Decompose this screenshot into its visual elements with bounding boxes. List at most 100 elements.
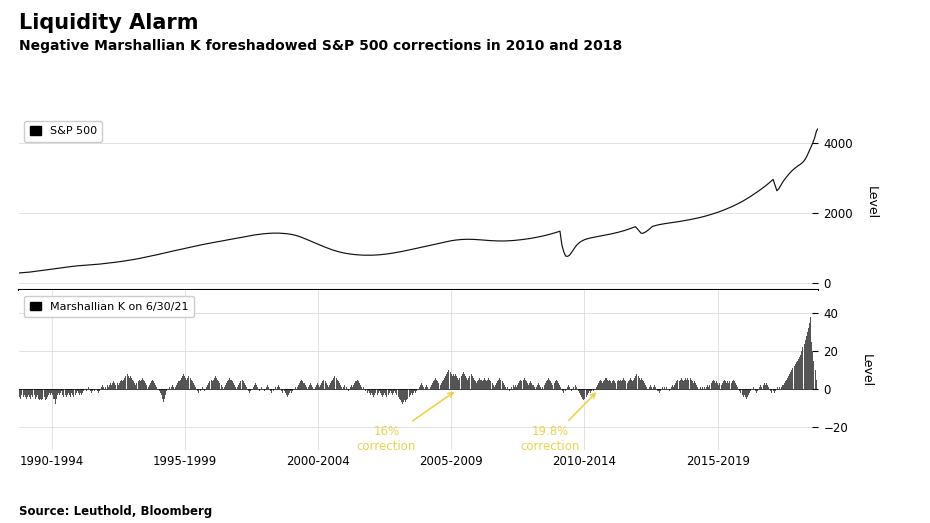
Bar (298, 385, 299, 389)
Bar (250, 389, 251, 391)
Bar (777, 387, 778, 389)
Bar (545, 383, 546, 389)
Bar (482, 381, 483, 389)
Bar (682, 380, 683, 389)
Bar (640, 380, 641, 389)
Bar (675, 383, 676, 389)
Bar (388, 389, 389, 395)
Bar (464, 374, 465, 389)
Bar (320, 385, 321, 389)
Bar (533, 385, 534, 389)
Bar (610, 381, 611, 389)
Bar (305, 385, 306, 389)
Bar (729, 381, 730, 389)
Bar (259, 389, 260, 391)
Bar (277, 387, 278, 389)
Bar (784, 383, 785, 389)
Bar (522, 381, 523, 389)
Bar (81, 389, 82, 395)
Bar (785, 381, 786, 389)
Bar (673, 387, 674, 389)
Bar (625, 381, 627, 389)
Bar (333, 378, 335, 389)
Bar (547, 380, 548, 389)
Bar (29, 389, 30, 396)
Bar (609, 380, 610, 389)
Bar (373, 389, 374, 396)
Bar (218, 380, 219, 389)
Bar (309, 385, 310, 389)
Bar (502, 383, 504, 389)
Bar (538, 383, 539, 389)
Bar (31, 389, 32, 399)
Bar (695, 383, 697, 389)
Bar (529, 383, 530, 389)
Bar (292, 389, 294, 391)
Bar (685, 378, 686, 389)
Bar (391, 389, 392, 393)
Bar (319, 387, 320, 389)
Bar (190, 378, 191, 389)
Bar (238, 385, 239, 389)
Bar (569, 387, 570, 389)
Bar (528, 385, 529, 389)
Bar (101, 387, 102, 389)
Bar (787, 378, 788, 389)
Bar (315, 385, 317, 389)
Bar (254, 385, 255, 389)
Bar (297, 387, 298, 389)
Bar (440, 385, 441, 389)
Bar (618, 381, 619, 389)
Bar (271, 389, 272, 391)
Bar (312, 387, 313, 389)
Bar (350, 387, 351, 389)
Bar (715, 383, 716, 389)
Bar (593, 389, 594, 391)
Bar (478, 380, 479, 389)
Bar (606, 380, 607, 389)
Bar (664, 387, 665, 389)
Bar (348, 389, 349, 391)
Bar (797, 360, 798, 389)
Bar (338, 381, 339, 389)
Bar (389, 389, 390, 393)
Bar (264, 389, 265, 391)
Bar (317, 383, 318, 389)
Bar (548, 378, 549, 389)
Bar (228, 380, 230, 389)
Bar (736, 385, 737, 389)
Bar (717, 383, 718, 389)
Bar (57, 389, 58, 395)
Bar (390, 389, 391, 391)
Bar (267, 385, 268, 389)
Bar (766, 383, 767, 389)
Bar (658, 389, 659, 393)
Bar (181, 376, 183, 389)
Bar (694, 381, 695, 389)
Bar (617, 381, 618, 389)
Bar (537, 385, 538, 389)
Bar (433, 381, 434, 389)
Bar (773, 389, 774, 391)
Bar (200, 389, 201, 391)
Bar (49, 389, 50, 393)
Bar (244, 383, 245, 389)
Bar (189, 376, 190, 389)
Bar (628, 381, 629, 389)
Bar (212, 381, 213, 389)
Bar (379, 389, 381, 393)
Bar (143, 380, 144, 389)
Bar (351, 385, 352, 389)
Bar (757, 389, 758, 391)
Bar (61, 389, 62, 391)
Bar (60, 389, 61, 393)
Bar (257, 387, 258, 389)
Bar (90, 389, 91, 391)
Bar (95, 389, 96, 391)
Bar (597, 385, 598, 389)
Bar (163, 389, 164, 402)
Bar (306, 387, 307, 389)
Bar (371, 389, 372, 393)
Bar (654, 385, 656, 389)
Bar (46, 389, 47, 396)
